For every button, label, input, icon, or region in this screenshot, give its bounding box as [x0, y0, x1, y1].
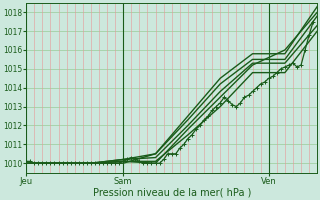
X-axis label: Pression niveau de la mer( hPa ): Pression niveau de la mer( hPa )	[92, 187, 251, 197]
